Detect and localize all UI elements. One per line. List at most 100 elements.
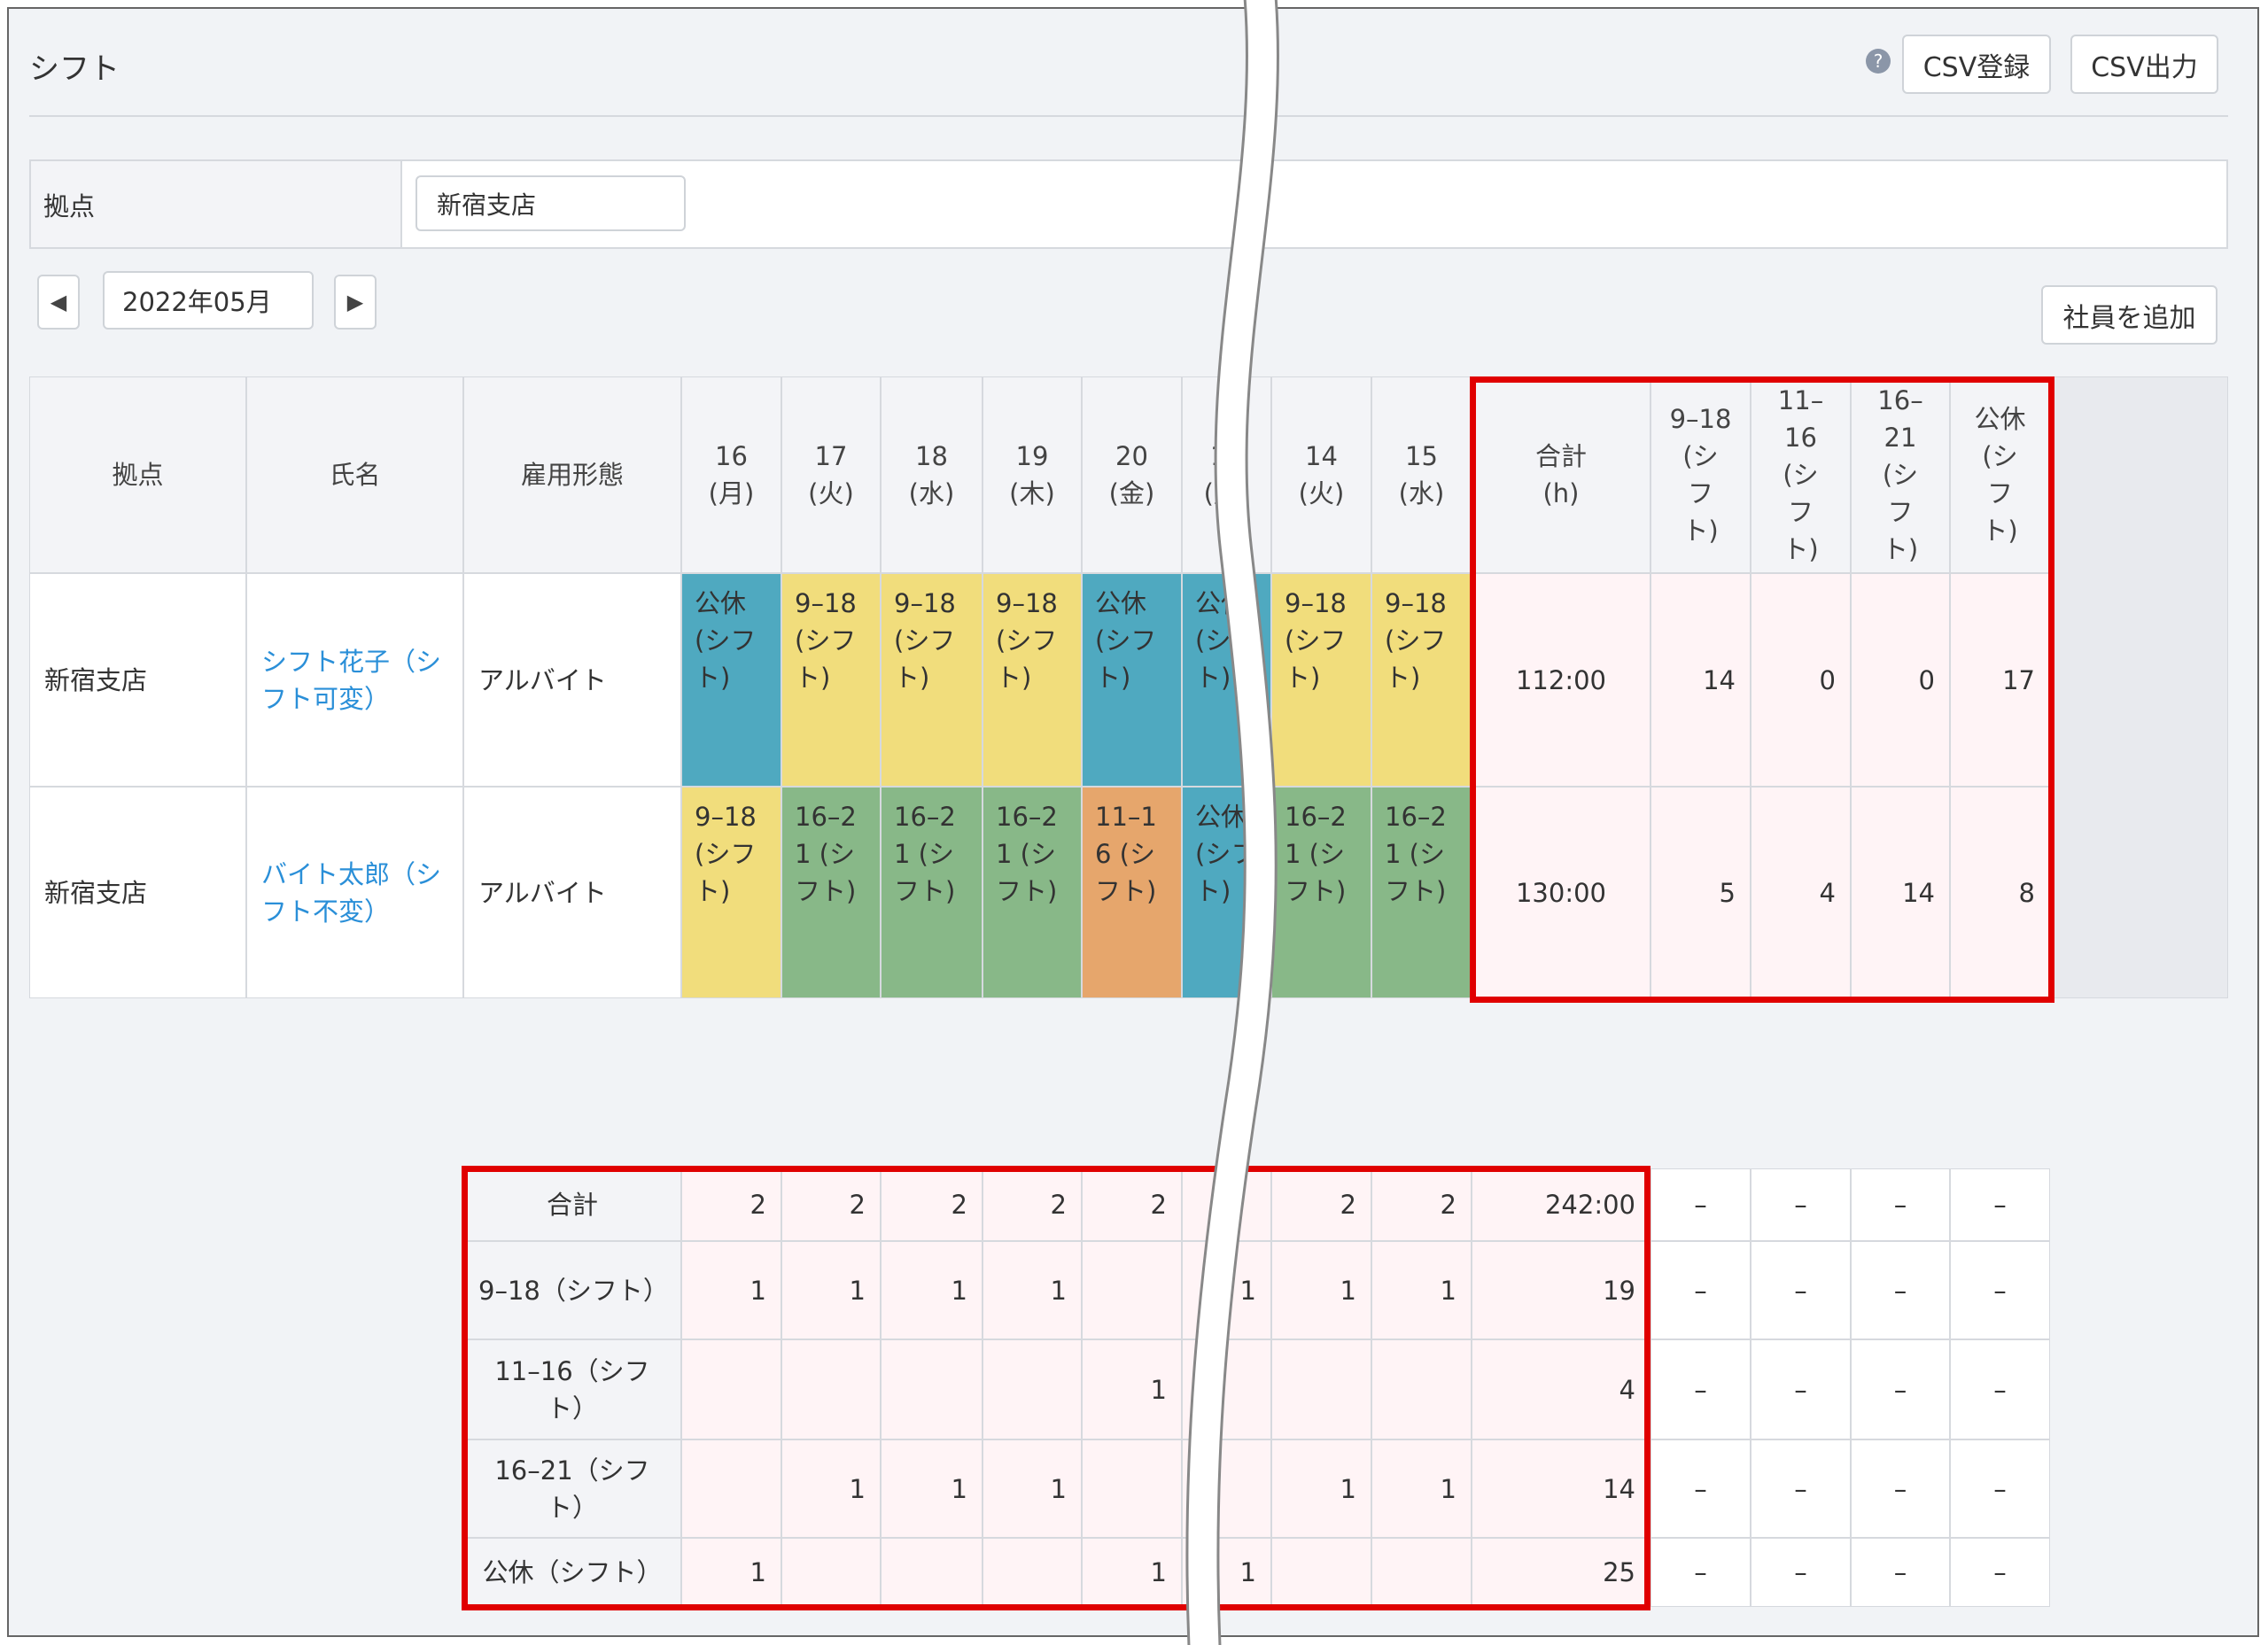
summary-label: 合計	[463, 1168, 681, 1241]
prev-month[interactable]: ◀	[37, 275, 80, 330]
column-header: 19 (木)	[983, 376, 1082, 573]
shift-count: 5	[1651, 787, 1751, 998]
add-employee-button[interactable]: 社員を追加	[2041, 285, 2218, 345]
summary-total: 25	[1472, 1538, 1651, 1607]
base-cell: 新宿支店	[29, 787, 246, 998]
summary-value: 1	[1371, 1439, 1472, 1538]
summary-value: 1	[781, 1439, 881, 1538]
shift-cell[interactable]: 16–21 (シフト)	[881, 787, 983, 998]
shift-count: 14	[1651, 573, 1751, 787]
filler	[2050, 376, 2228, 998]
total-hours: 112:00	[1472, 573, 1651, 787]
summary-value	[681, 1439, 781, 1538]
total-hours: 130:00	[1472, 787, 1651, 998]
summary-value: 1	[983, 1439, 1082, 1538]
shift-cell[interactable]: 16–21 (シフト)	[781, 787, 881, 998]
separator	[29, 115, 2228, 117]
summary-dash: –	[1851, 1538, 1950, 1607]
summary-dash: –	[1851, 1241, 1950, 1339]
summary-value: 1	[1271, 1241, 1371, 1339]
summary-value: 1	[1371, 1241, 1472, 1339]
summary-dash: –	[1651, 1439, 1751, 1538]
summary-value: 1	[781, 1241, 881, 1339]
shift-cell[interactable]: 公休(シフト)	[1082, 573, 1182, 787]
employee-name[interactable]: シフト花子（シフト可変）	[246, 573, 463, 787]
shift-count: 8	[1950, 787, 2050, 998]
column-header: 9–18 (シ フ ト)	[1651, 376, 1751, 573]
summary-dash: –	[1751, 1168, 1851, 1241]
shift-cell[interactable]: 16–21 (シフト)	[1271, 787, 1371, 998]
shift-count: 4	[1751, 787, 1851, 998]
shift-cell[interactable]: 16–21 (シフト)	[1371, 787, 1472, 998]
summary-value: 2	[1371, 1168, 1472, 1241]
summary-value	[1082, 1439, 1182, 1538]
summary-dash: –	[1651, 1241, 1751, 1339]
highlight	[462, 1166, 1651, 1610]
column-header: 11– 16 (シ フ ト)	[1751, 376, 1851, 573]
month-select[interactable]: 2022年05月	[103, 271, 314, 330]
summary-value	[983, 1339, 1082, 1439]
summary-value: 2	[1082, 1168, 1182, 1241]
summary-label: 公休（シフト）	[463, 1538, 681, 1607]
summary-dash: –	[1851, 1168, 1950, 1241]
summary-value	[681, 1339, 781, 1439]
summary-value	[1271, 1339, 1371, 1439]
csv-export-button[interactable]: CSV出力	[2070, 35, 2218, 94]
column-header: 18 (水)	[881, 376, 983, 573]
shift-cell[interactable]: 9–18 (シフト)	[781, 573, 881, 787]
page-title: シフト	[29, 51, 120, 87]
shift-cell[interactable]: 9–18 (シフト)	[881, 573, 983, 787]
column-header: 20 (金)	[1082, 376, 1182, 573]
filter-label: 拠点	[29, 159, 402, 249]
summary-dash: –	[1851, 1339, 1950, 1439]
summary-value: 1	[983, 1241, 1082, 1339]
base-cell: 新宿支店	[29, 573, 246, 787]
summary-total: 14	[1472, 1439, 1651, 1538]
summary-value: 1	[681, 1241, 781, 1339]
summary-dash: –	[1751, 1439, 1851, 1538]
next-month[interactable]: ▶	[334, 275, 377, 330]
summary-value: 2	[1271, 1168, 1371, 1241]
summary-value: 1	[681, 1538, 781, 1607]
summary-value	[1082, 1241, 1182, 1339]
shift-cell[interactable]: 公休(シフト)	[681, 573, 781, 787]
column-header: 17 (火)	[781, 376, 881, 573]
summary-dash: –	[1651, 1339, 1751, 1439]
shift-cell[interactable]: 11–16 (シフト)	[1082, 787, 1182, 998]
summary-value	[1271, 1538, 1371, 1607]
column-header: 拠点	[29, 376, 246, 573]
summary-dash: –	[1950, 1339, 2050, 1439]
highlight	[1470, 376, 2054, 1003]
csv-import-button[interactable]: CSV登録	[1902, 35, 2051, 94]
summary-dash: –	[1751, 1241, 1851, 1339]
shift-count: 17	[1950, 573, 2050, 787]
shift-count: 0	[1851, 573, 1950, 787]
shift-cell[interactable]: 16–21 (シフト)	[983, 787, 1082, 998]
summary-dash: –	[1950, 1241, 2050, 1339]
summary-label: 11–16（シフト）	[463, 1339, 681, 1439]
shift-cell[interactable]: 9–18 (シフト)	[1371, 573, 1472, 787]
shift-cell[interactable]: 9–18 (シフト)	[681, 787, 781, 998]
summary-value: 1	[881, 1439, 983, 1538]
summary-value	[1371, 1538, 1472, 1607]
column-header: 氏名	[246, 376, 463, 573]
summary-dash: –	[1950, 1538, 2050, 1607]
column-header: 15 (水)	[1371, 376, 1472, 573]
employment-type: アルバイト	[463, 573, 681, 787]
base-select[interactable]: 新宿支店	[416, 175, 686, 231]
summary-dash: –	[1950, 1168, 2050, 1241]
shift-count: 0	[1751, 573, 1851, 787]
summary-label: 16–21（シフト）	[463, 1439, 681, 1538]
help-icon[interactable]: ?	[1866, 49, 1891, 74]
column-header: 雇用形態	[463, 376, 681, 573]
summary-value: 1	[1082, 1538, 1182, 1607]
employee-name[interactable]: バイト太郎（シフト不変）	[246, 787, 463, 998]
summary-value	[881, 1339, 983, 1439]
summary-label: 9–18（シフト）	[463, 1241, 681, 1339]
shift-cell[interactable]: 9–18 (シフト)	[1271, 573, 1371, 787]
summary-dash: –	[1751, 1538, 1851, 1607]
column-header: 合計 (h)	[1472, 376, 1651, 573]
shift-cell[interactable]: 9–18 (シフト)	[983, 573, 1082, 787]
